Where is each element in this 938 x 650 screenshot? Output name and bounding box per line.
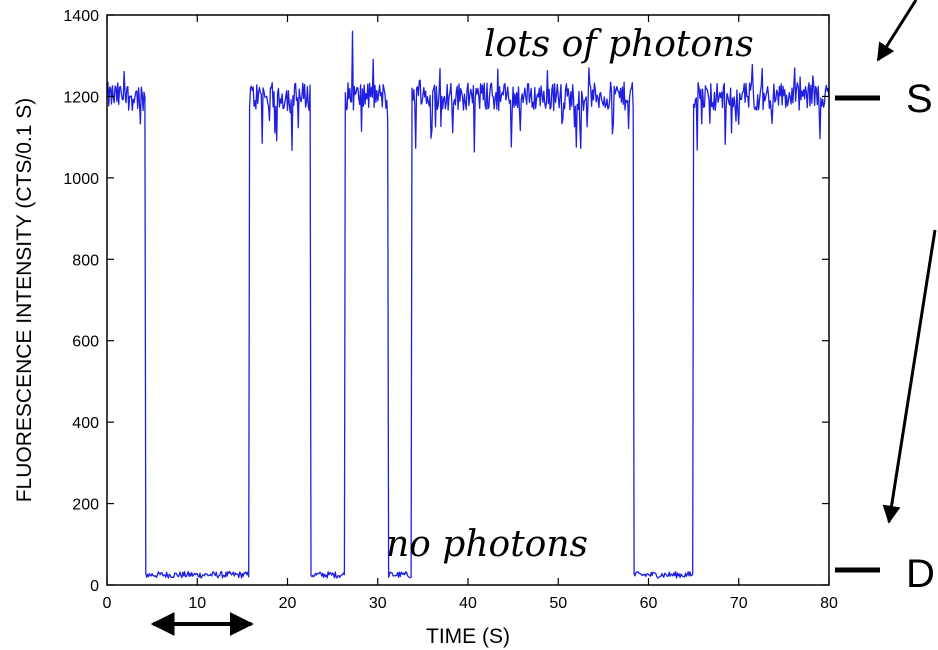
x-axis-title: TIME (S): [426, 625, 510, 648]
x-tick-label: 80: [820, 595, 838, 612]
x-axis: 0 10 20 30 40 50 60 70 80: [103, 15, 838, 612]
y-tick-label: 600: [72, 334, 99, 351]
y-tick-label: 400: [72, 415, 99, 432]
plot-frame: [106, 14, 830, 586]
y-tick-label: 200: [72, 497, 99, 514]
x-tick-label: 20: [279, 595, 297, 612]
annotation-no-photons: no photons: [386, 524, 588, 565]
x-tick-label: 50: [549, 595, 567, 612]
x-tick-label: 30: [369, 595, 387, 612]
y-axis-title: FLUORESCENCE INTENSITY (CTS/0.1 S): [13, 98, 36, 503]
y-tick-label: 1200: [63, 89, 99, 106]
intensity-trace: [106, 30, 830, 579]
y-axis: 0 200 400 600 800 1000 1200 1400: [63, 8, 829, 595]
series-layer: [106, 30, 830, 579]
y-tick-label: 800: [72, 252, 99, 269]
x-tick-label: 0: [103, 595, 112, 612]
decay-arrow-top: [876, 0, 918, 62]
x-tick-label: 40: [459, 595, 477, 612]
y-tick-label: 1400: [63, 8, 99, 25]
y-tick-label: 1000: [63, 171, 99, 188]
x-tick-label: 60: [640, 595, 658, 612]
state-low-label: D: [906, 552, 935, 596]
decay-arrow-down: [882, 229, 937, 524]
state-high-label: S: [906, 77, 933, 121]
y-tick-label: 0: [90, 578, 99, 595]
annotation-lots-of-photons: lots of photons: [484, 24, 754, 65]
x-tick-label: 70: [730, 595, 748, 612]
x-tick-label: 10: [188, 595, 206, 612]
